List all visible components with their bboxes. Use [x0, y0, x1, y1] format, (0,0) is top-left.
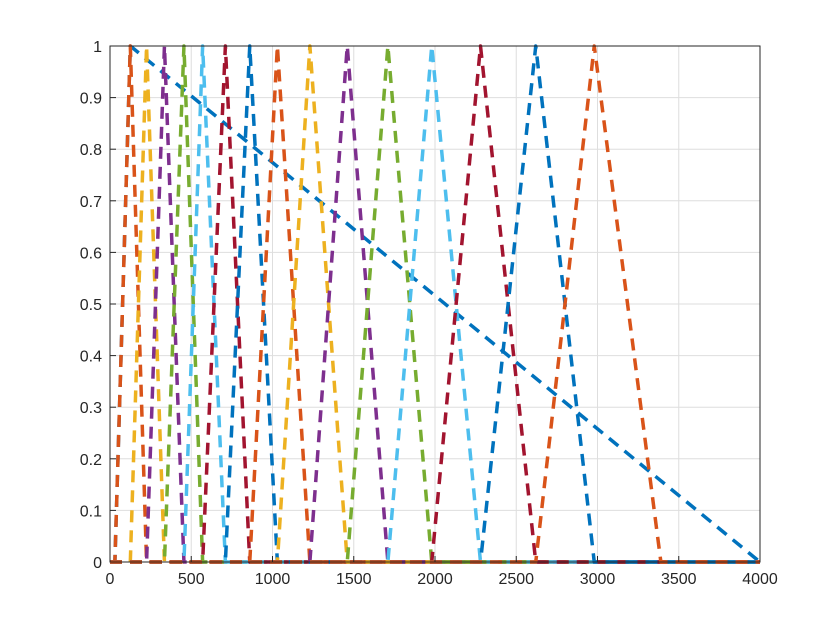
x-tick-label: 3500 — [661, 571, 697, 588]
x-tick-label: 500 — [178, 571, 205, 588]
x-tick-label: 2500 — [498, 571, 534, 588]
x-tick-label: 0 — [106, 571, 115, 588]
y-tick-label: 0.9 — [80, 91, 102, 108]
x-tick-label: 1500 — [336, 571, 372, 588]
x-tick-label: 3000 — [580, 571, 616, 588]
y-axis: 0 0.1 0.2 0.3 0.4 0.5 0.6 0.7 0.8 0.9 1 — [80, 39, 116, 572]
y-tick-label: 0.2 — [80, 452, 102, 469]
y-tick-label: 0 — [93, 555, 102, 572]
y-tick-label: 1 — [93, 39, 102, 56]
y-tick-label: 0.6 — [80, 245, 102, 262]
y-tick-label: 0.1 — [80, 503, 102, 520]
x-tick-label: 4000 — [742, 571, 778, 588]
grid — [109, 45, 761, 563]
x-axis: 0 500 1000 1500 2000 2500 3000 3500 4000 — [106, 556, 778, 588]
y-tick-label: 0.8 — [80, 142, 102, 159]
y-tick-label: 0.5 — [80, 297, 102, 314]
y-tick-label: 0.4 — [80, 349, 102, 366]
y-tick-label: 0.7 — [80, 194, 102, 211]
y-tick-label: 0.3 — [80, 400, 102, 417]
x-tick-label: 2000 — [417, 571, 453, 588]
x-tick-label: 1000 — [255, 571, 291, 588]
